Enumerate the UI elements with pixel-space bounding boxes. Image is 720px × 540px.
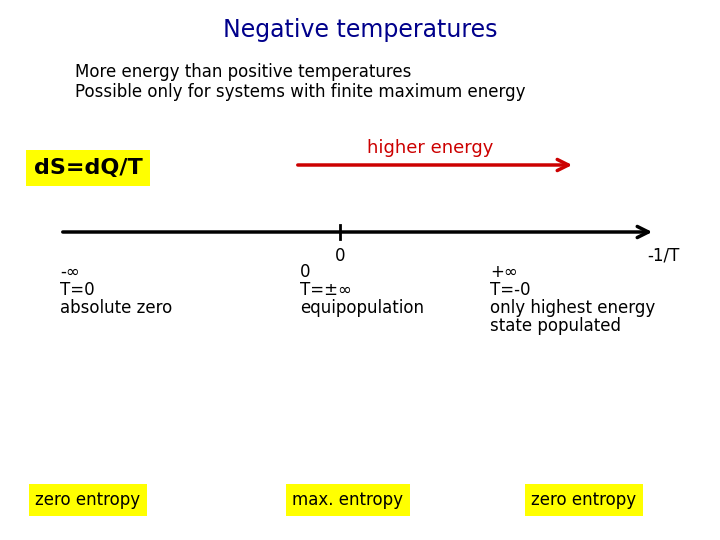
Text: higher energy: higher energy [366, 139, 493, 157]
Text: T=±∞: T=±∞ [300, 281, 352, 299]
Text: state populated: state populated [490, 317, 621, 335]
Text: +∞: +∞ [490, 263, 518, 281]
Text: 0: 0 [335, 247, 346, 265]
Text: zero entropy: zero entropy [531, 491, 636, 509]
Text: zero entropy: zero entropy [35, 491, 140, 509]
Text: max. entropy: max. entropy [292, 491, 403, 509]
Text: -∞: -∞ [60, 263, 80, 281]
Text: Negative temperatures: Negative temperatures [222, 18, 498, 42]
Text: only highest energy: only highest energy [490, 299, 655, 317]
Text: T=-0: T=-0 [490, 281, 531, 299]
Text: Possible only for systems with finite maximum energy: Possible only for systems with finite ma… [75, 83, 526, 101]
Text: equipopulation: equipopulation [300, 299, 424, 317]
Text: -1/T: -1/T [647, 247, 679, 265]
Text: 0: 0 [300, 263, 310, 281]
Text: absolute zero: absolute zero [60, 299, 172, 317]
Text: T=0: T=0 [60, 281, 94, 299]
Text: dS=dQ/T: dS=dQ/T [34, 158, 143, 178]
Text: More energy than positive temperatures: More energy than positive temperatures [75, 63, 411, 81]
